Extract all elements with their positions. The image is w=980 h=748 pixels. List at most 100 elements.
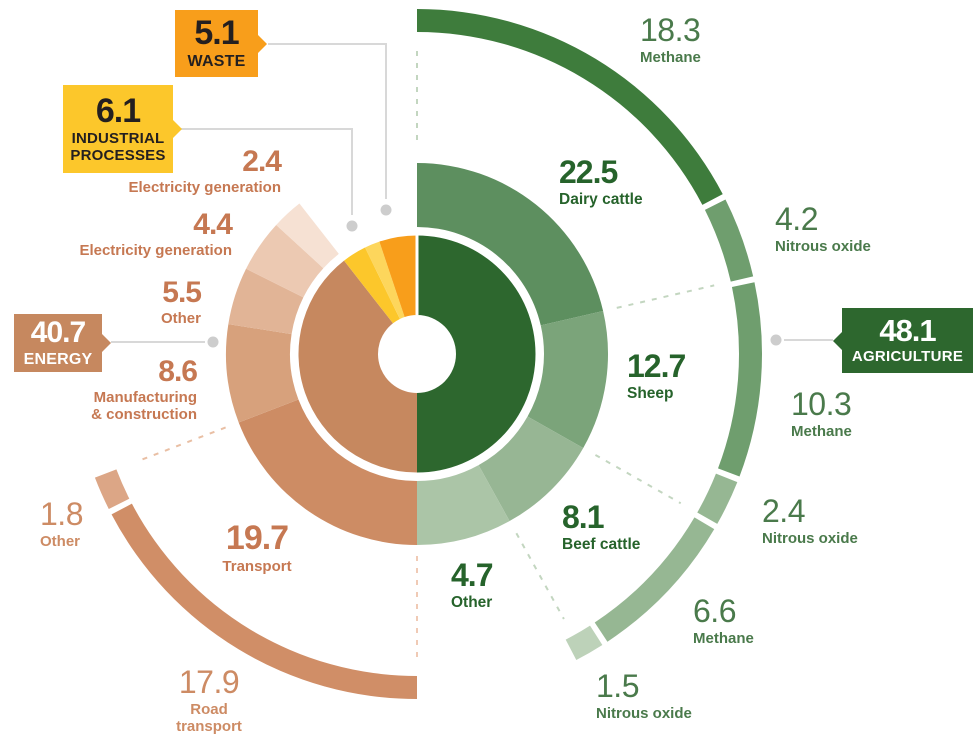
label-dairy-methane: 18.3 Methane	[640, 12, 701, 67]
ring-subcategory-manufacturing-construction	[225, 324, 299, 423]
label-name: Nitrous oxide	[775, 238, 871, 256]
callout-energy: 40.7 ENERGY	[14, 314, 111, 372]
label-name: Sheep	[627, 385, 674, 403]
ring-gas-road-transport-17.9	[111, 503, 417, 699]
ring-subcategory-electricity-generation	[276, 203, 339, 269]
label-value: 17.9	[178, 664, 240, 700]
boundary-dashed-line	[616, 284, 715, 309]
label-sheep-nitrous-oxide: 2.4 Nitrous oxide	[762, 493, 858, 548]
label-agriculture-other: 4.7 Other	[451, 557, 493, 612]
label-value: 5.5	[162, 276, 202, 309]
callout-leader-dot	[380, 204, 392, 216]
ring-subcategory-dairy-cattle	[417, 163, 604, 326]
ring-subcategory-transport	[238, 399, 417, 545]
label-value: 4.7	[451, 557, 493, 593]
label-name: Methane	[693, 630, 754, 648]
label-value: 10.3	[791, 386, 852, 422]
callout-arrow-icon	[101, 333, 111, 353]
label-name: Methane	[640, 49, 701, 67]
label-transport-other: 1.8 Other	[40, 496, 83, 551]
label-value: 8.1	[562, 499, 604, 535]
label-name: Electricity generation	[128, 179, 281, 197]
boundary-dashed-line	[594, 454, 682, 505]
label-name: Methane	[791, 423, 852, 441]
label-name: Road transport	[176, 701, 242, 736]
callout-energy-label: ENERGY	[23, 350, 93, 368]
pie-sector-energy	[298, 260, 417, 473]
ring-subcategory-beef-cattle	[478, 416, 584, 522]
ring-gas-methane-6.6	[594, 517, 715, 642]
label-name: Transport	[222, 558, 292, 576]
label-sheep-methane: 10.3 Methane	[791, 386, 852, 441]
label-name: Nitrous oxide	[596, 705, 692, 723]
callout-industrial-label: INDUSTRIAL PROCESSES	[70, 129, 166, 164]
callout-arrow-icon	[172, 119, 182, 139]
ring-gas-nitrous-oxide-2.4	[697, 473, 738, 524]
callout-arrow-icon	[833, 330, 843, 351]
callout-agriculture-value: 48.1	[879, 313, 936, 349]
label-name: Nitrous oxide	[762, 530, 858, 548]
ring-gas-methane-10.3	[718, 282, 762, 477]
ring-subcategory-other	[228, 268, 304, 335]
callout-arrow-icon	[257, 33, 267, 54]
callout-leader-line	[268, 43, 387, 199]
label-beef-nitrous-oxide: 1.5 Nitrous oxide	[596, 668, 692, 723]
label-energy-other: 5.5 Other	[160, 276, 202, 328]
label-name: Dairy cattle	[559, 191, 643, 209]
label-value: 6.6	[693, 593, 736, 629]
ring-gas-nitrous-oxide-4.2	[704, 199, 754, 282]
ring-gas-methane-18.3	[417, 9, 723, 205]
callout-energy-value: 40.7	[30, 315, 86, 349]
callout-leader-dot	[770, 334, 782, 346]
callout-leader-line	[180, 128, 353, 215]
label-value: 2.4	[762, 493, 805, 529]
label-name: Other	[40, 533, 81, 551]
boundary-dashed-line	[136, 426, 226, 463]
callout-leader-dot	[346, 220, 358, 232]
callout-waste: 5.1 WASTE	[175, 10, 267, 77]
pie-sector-industrial-processes	[365, 241, 405, 319]
label-value: 19.7	[225, 519, 289, 557]
label-dairy-cattle: 22.5 Dairy cattle	[559, 154, 643, 209]
label-electricity-generation-44: 4.4 Electricity generation	[79, 208, 233, 260]
label-value: 22.5	[559, 154, 618, 190]
label-transport: 19.7 Transport	[217, 519, 297, 576]
label-name: Beef cattle	[562, 536, 641, 554]
label-name: Other	[160, 310, 201, 328]
boundary-dashed-line	[515, 532, 565, 620]
label-name: Electricity generation	[79, 242, 232, 260]
label-sheep: 12.7 Sheep	[627, 348, 686, 403]
pie-sector-industrial-processes	[344, 247, 400, 324]
label-value: 12.7	[627, 348, 686, 384]
ring-gas-other-1.8	[94, 469, 130, 510]
pie-sector-waste	[379, 235, 417, 318]
ring-subcategory-other	[417, 465, 510, 545]
label-road-transport: 17.9 Road transport	[169, 664, 249, 736]
ring-subcategory-sheep	[527, 311, 608, 449]
label-value: 18.3	[640, 12, 701, 48]
label-value: 4.4	[193, 208, 233, 241]
callout-agriculture-label: AGRICULTURE	[851, 348, 964, 366]
pie-sector-agriculture	[417, 235, 536, 473]
label-value: 8.6	[158, 355, 198, 388]
callout-industrial-processes: 6.1 INDUSTRIAL PROCESSES	[63, 85, 182, 173]
label-dairy-nitrous-oxide: 4.2 Nitrous oxide	[775, 201, 871, 256]
label-beef-methane: 6.6 Methane	[693, 593, 754, 648]
callout-industrial-value: 6.1	[95, 91, 141, 130]
label-value: 2.4	[242, 145, 282, 178]
label-value: 1.5	[596, 668, 639, 704]
ring-gas-nitrous-oxide-1.5	[565, 625, 603, 661]
callout-leader-dot	[207, 336, 219, 348]
label-name: Other	[451, 594, 493, 612]
label-name: Manufacturing & construction	[91, 389, 197, 424]
callout-agriculture: 48.1 AGRICULTURE	[833, 308, 973, 373]
callout-waste-label: WASTE	[187, 53, 246, 71]
ring-subcategory-electricity-generation	[246, 224, 324, 298]
label-value: 1.8	[40, 496, 83, 532]
label-value: 4.2	[775, 201, 818, 237]
label-manufacturing-construction: 8.6 Manufacturing & construction	[82, 355, 198, 424]
callout-waste-value: 5.1	[194, 14, 239, 53]
label-electricity-generation-24: 2.4 Electricity generation	[128, 145, 282, 197]
